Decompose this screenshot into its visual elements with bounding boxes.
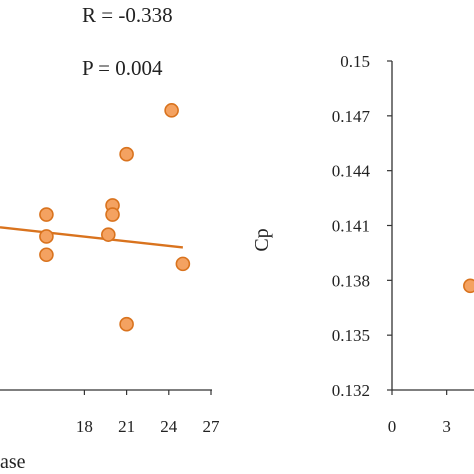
left-data-points [39, 103, 191, 332]
data-point [105, 207, 120, 222]
right-y-tick-label: 0.144 [332, 162, 371, 181]
left-x-ticks: 18 21 24 27 [76, 390, 220, 436]
right-x-tick-label: 0 [388, 417, 397, 436]
left-scatter-panel: R = -0.338 P = 0.004 18 21 24 27 ase [0, 3, 220, 473]
right-x-tick-label: 3 [442, 417, 451, 436]
trend-line [0, 226, 183, 249]
right-y-tick-label: 0.147 [332, 107, 371, 126]
p-annotation: P = 0.004 [82, 56, 163, 80]
right-y-axis-label: Cp [251, 228, 273, 251]
right-y-tick-label: 0.141 [332, 217, 370, 236]
left-x-tick-label: 24 [160, 417, 178, 436]
left-x-tick-label: 21 [118, 417, 135, 436]
data-point [164, 103, 179, 118]
r-annotation: R = -0.338 [82, 3, 173, 27]
data-point [175, 256, 191, 272]
right-y-ticks: 0.15 0.147 0.144 0.141 0.138 0.135 0.132 [332, 52, 392, 400]
data-point [39, 207, 54, 222]
data-point [119, 316, 134, 332]
data-point [463, 278, 474, 294]
left-x-tick-label: 27 [203, 417, 221, 436]
left-x-tick-label: 18 [76, 417, 93, 436]
right-data-points [463, 278, 474, 294]
data-point [119, 146, 134, 162]
data-point [39, 229, 54, 244]
data-point [39, 247, 54, 263]
right-y-tick-label: 0.132 [332, 381, 370, 400]
left-x-axis-label: ase [0, 451, 26, 473]
data-point [101, 227, 116, 242]
right-y-tick-label: 0.138 [332, 271, 370, 290]
right-y-tick-label: 0.135 [332, 326, 370, 345]
right-y-tick-label: 0.15 [340, 52, 370, 71]
